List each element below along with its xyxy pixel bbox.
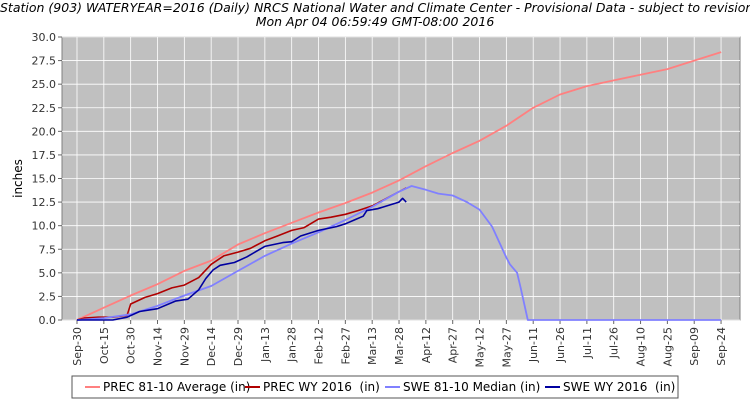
x-tick-label: Nov-29 bbox=[178, 327, 191, 366]
x-tick-label: May-27 bbox=[500, 327, 513, 368]
x-tick-label: Aug-25 bbox=[661, 327, 674, 366]
y-tick-label: 15.0 bbox=[32, 173, 57, 186]
series-line-2 bbox=[76, 185, 722, 321]
x-tick-label: Mar-13 bbox=[366, 327, 379, 365]
y-tick-label: 30.0 bbox=[32, 31, 57, 44]
x-tick-label: Jul-11 bbox=[581, 327, 594, 359]
y-axis-label: inches bbox=[11, 159, 25, 198]
x-tick-label: Jan-28 bbox=[286, 327, 299, 363]
x-tick-label: Sep-24 bbox=[715, 327, 728, 366]
x-tick-label: Dec-14 bbox=[205, 327, 218, 366]
x-tick-label: Oct-30 bbox=[125, 327, 138, 364]
chart-title: Station (903) WATERYEAR=2016 (Daily) NRC… bbox=[0, 0, 750, 15]
series-line-3 bbox=[77, 197, 407, 321]
legend-label-1: PREC WY 2016 (in) bbox=[263, 380, 380, 394]
y-tick-label: 0.0 bbox=[39, 314, 57, 327]
x-tick-label: May-12 bbox=[474, 327, 487, 368]
y-tick-label: 27.5 bbox=[32, 55, 57, 68]
y-tick-label: 7.5 bbox=[39, 243, 57, 256]
x-tick-label: Jun-26 bbox=[554, 327, 567, 363]
y-tick-label: 20.0 bbox=[32, 125, 57, 138]
y-tick-label: 2.5 bbox=[39, 290, 57, 303]
x-tick-label: Jun-11 bbox=[527, 327, 540, 363]
x-tick-label: Feb-27 bbox=[339, 327, 352, 364]
chart-subtitle: Mon Apr 04 06:59:49 GMT-08:00 2016 bbox=[255, 14, 495, 29]
x-tick-label: Sep-30 bbox=[71, 327, 84, 366]
x-tick-label: Mar-28 bbox=[393, 327, 406, 365]
legend-label-0: PREC 81-10 Average (in) bbox=[103, 380, 250, 394]
x-tick-label: Sep-09 bbox=[688, 327, 701, 366]
series-line-1 bbox=[76, 187, 407, 321]
y-tick-label: 22.5 bbox=[32, 102, 57, 115]
x-tick-label: Dec-29 bbox=[232, 327, 245, 366]
x-tick-label: Apr-12 bbox=[420, 327, 433, 363]
y-tick-label: 10.0 bbox=[32, 220, 57, 233]
legend-box bbox=[71, 375, 679, 399]
legend: PREC 81-10 Average (in) PREC WY 2016 (in)… bbox=[71, 375, 679, 399]
legend-label-3: SWE WY 2016 (in) bbox=[563, 380, 675, 394]
x-tick-label: Oct-15 bbox=[98, 327, 111, 364]
series-lines bbox=[76, 51, 722, 321]
x-tick-label: Apr-27 bbox=[447, 327, 460, 363]
x-tick-label: Jan-13 bbox=[259, 327, 272, 363]
x-tick-label: Jul-26 bbox=[608, 327, 621, 359]
y-axis: 0.0 2.5 5.0 7.5 10.0 12.5 15.0 17.5 20.0 22.5 25.0… bbox=[32, 31, 62, 327]
x-tick-label: Nov-14 bbox=[152, 327, 165, 366]
y-tick-label: 17.5 bbox=[32, 149, 57, 162]
y-tick-label: 25.0 bbox=[32, 78, 57, 91]
series-line-0 bbox=[76, 51, 722, 321]
x-tick-label: Aug-10 bbox=[635, 327, 648, 366]
x-axis: Sep-30 Oct-15 Oct-30 Nov-14 Nov-29 Dec-14 Dec-… bbox=[71, 320, 728, 368]
y-tick-label: 12.5 bbox=[32, 196, 57, 209]
gridlines bbox=[62, 36, 740, 321]
legend-label-2: SWE 81-10 Median (in) bbox=[403, 380, 540, 394]
y-tick-label: 5.0 bbox=[39, 267, 57, 280]
x-tick-label: Feb-12 bbox=[313, 327, 326, 364]
